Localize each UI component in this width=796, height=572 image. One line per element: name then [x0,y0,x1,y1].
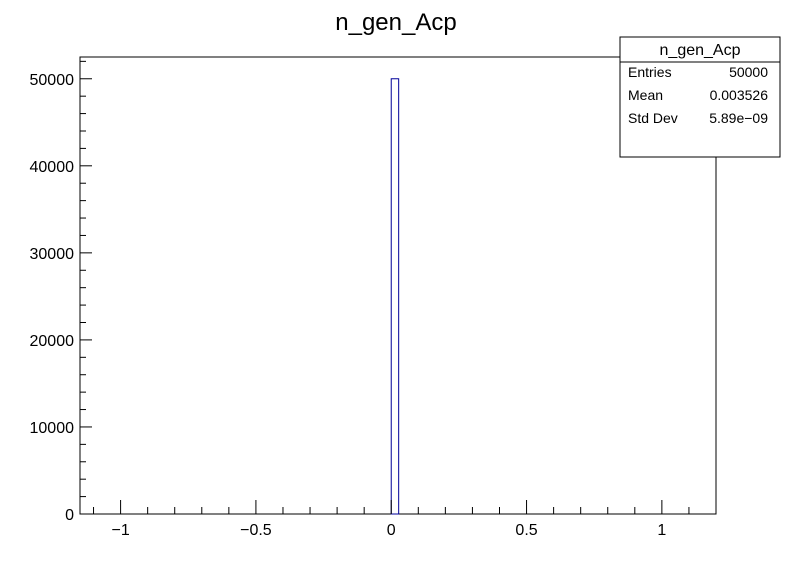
y-tick-label: 20000 [30,333,75,350]
y-tick-label: 10000 [30,420,75,437]
stats-value-mean: 0.003526 [710,87,769,103]
stats-title: n_gen_Acp [660,42,741,59]
x-tick-label: 1 [657,522,666,539]
y-tick-label: 50000 [30,72,75,89]
stats-label-mean: Mean [628,87,663,103]
stats-box-frame [619,36,781,158]
x-tick-label: 0.5 [515,522,537,539]
stats-value-stddev: 5.89e−09 [709,110,768,126]
chart-title: n_gen_Acp [335,9,456,36]
stats-box: n_gen_Acp Entries 50000 Mean 0.003526 St… [619,36,781,158]
stats-label-stddev: Std Dev [628,110,678,126]
y-tick-label: 0 [65,507,74,524]
stats-label-entries: Entries [628,64,672,80]
x-axis: −1 −0.5 0 0.5 1 [93,500,717,539]
x-tick-label: −0.5 [240,522,272,539]
y-tick-label: 30000 [30,246,75,263]
histogram-bars [390,78,400,515]
stats-value-entries: 50000 [729,64,768,80]
x-tick-label: −1 [111,522,129,539]
histogram-bar [390,78,400,515]
y-axis: 0 10000 20000 30000 40000 50000 [30,60,92,524]
y-tick-label: 40000 [30,159,75,176]
x-tick-label: 0 [387,522,396,539]
